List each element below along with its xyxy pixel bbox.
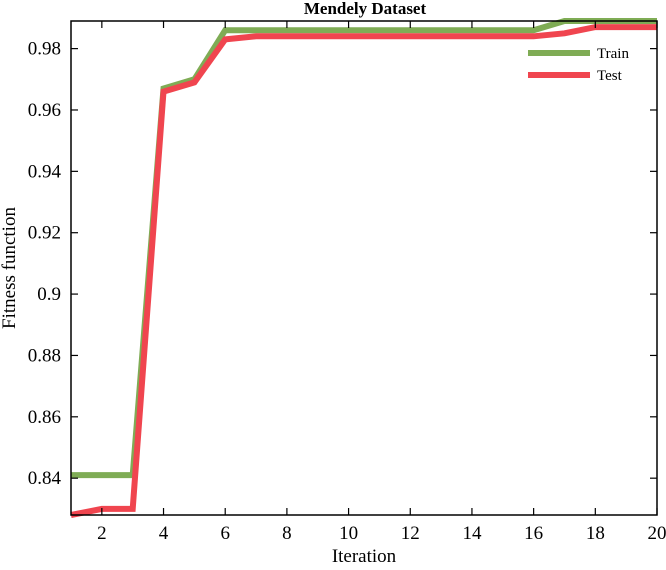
legend-label-train: Train: [597, 46, 629, 62]
x-axis: 2 4 6 8 10 12 14 16 18 20: [97, 21, 666, 544]
x-tick-label: 6: [220, 523, 230, 544]
y-axis-label: Fitness function: [0, 207, 20, 329]
legend: Train Test: [528, 46, 629, 84]
y-tick-label: 0.94: [28, 161, 62, 182]
x-tick-label: 18: [586, 523, 605, 544]
series-line-test: [70, 24, 657, 518]
y-tick-label: 0.92: [28, 223, 61, 244]
x-tick-label: 16: [524, 523, 543, 544]
chart-title: Mendely Dataset: [304, 0, 427, 18]
x-tick-label: 10: [339, 523, 358, 544]
y-tick-label: 0.98: [28, 39, 61, 60]
x-tick-label: 12: [401, 523, 420, 544]
x-tick-label: 14: [462, 523, 482, 544]
x-tick-label: 20: [648, 523, 666, 544]
y-tick-label: 0.84: [28, 468, 62, 489]
y-tick-label: 0.86: [28, 407, 61, 428]
plot-lines: [70, 18, 657, 518]
plot-frame: [70, 20, 658, 516]
x-tick-label: 4: [159, 523, 169, 544]
x-tick-label: 8: [282, 523, 292, 544]
x-axis-label: Iteration: [332, 546, 397, 567]
y-tick-label: 0.96: [28, 100, 61, 121]
y-axis: 0.84 0.86 0.88 0.9 0.92 0.94 0.96 0.98: [28, 39, 657, 489]
series-line-train: [71, 18, 657, 479]
y-tick-label: 0.88: [28, 345, 61, 366]
legend-label-test: Test: [597, 68, 623, 84]
x-tick-label: 2: [97, 523, 107, 544]
y-tick-label: 0.9: [37, 284, 61, 305]
